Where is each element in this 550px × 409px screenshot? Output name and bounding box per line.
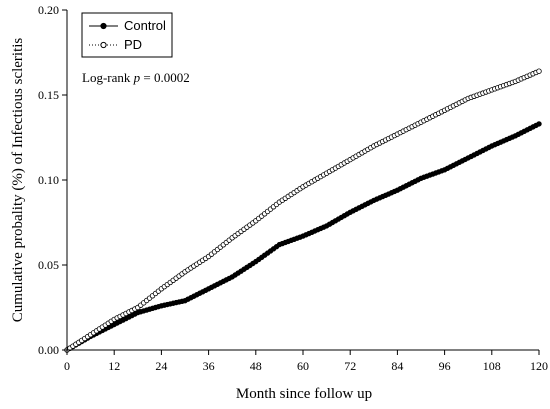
series-layer xyxy=(64,68,542,353)
x-tick-label: 0 xyxy=(64,359,70,373)
logrank-annotation: Log-rank p = 0.0002 xyxy=(82,70,190,85)
x-tick-label: 36 xyxy=(203,359,215,373)
legend: Control PD xyxy=(81,12,173,58)
series-pd xyxy=(64,68,542,353)
y-tick-label: 0.20 xyxy=(38,3,59,17)
x-tick-label: 48 xyxy=(250,359,262,373)
logrank-p: p xyxy=(133,70,141,85)
legend-label-pd: PD xyxy=(124,37,142,52)
x-ticks: 0 12 24 36 48 60 72 84 96 108 120 xyxy=(64,350,548,373)
legend-marker-pd xyxy=(100,41,107,49)
series-point-control xyxy=(536,121,542,127)
x-tick-label: 60 xyxy=(297,359,309,373)
x-tick-label: 84 xyxy=(391,359,403,373)
x-axis-title: Month since follow up xyxy=(236,386,372,402)
x-tick-label: 96 xyxy=(439,359,451,373)
x-tick-label: 24 xyxy=(155,359,167,373)
series-point-pd xyxy=(536,68,542,74)
logrank-prefix: Log-rank xyxy=(82,70,134,85)
x-tick-label: 12 xyxy=(108,359,120,373)
y-tick-label: 0.15 xyxy=(38,88,59,102)
series-control xyxy=(64,121,542,353)
y-tick-label: 0.05 xyxy=(38,258,59,272)
legend-label-control: Control xyxy=(124,18,166,33)
y-axis-title: Cumulative probality (%) of Infectious s… xyxy=(10,38,26,323)
x-tick-label: 72 xyxy=(344,359,356,373)
y-tick-label: 0.00 xyxy=(38,343,59,357)
x-tick-label: 108 xyxy=(483,359,501,373)
legend-marker-control xyxy=(100,22,107,30)
y-tick-label: 0.10 xyxy=(38,173,59,187)
logrank-value: = 0.0002 xyxy=(140,70,190,85)
legend-box xyxy=(81,12,173,58)
x-tick-label: 120 xyxy=(530,359,548,373)
y-ticks: 0.00 0.05 0.10 0.15 0.20 xyxy=(38,3,67,357)
